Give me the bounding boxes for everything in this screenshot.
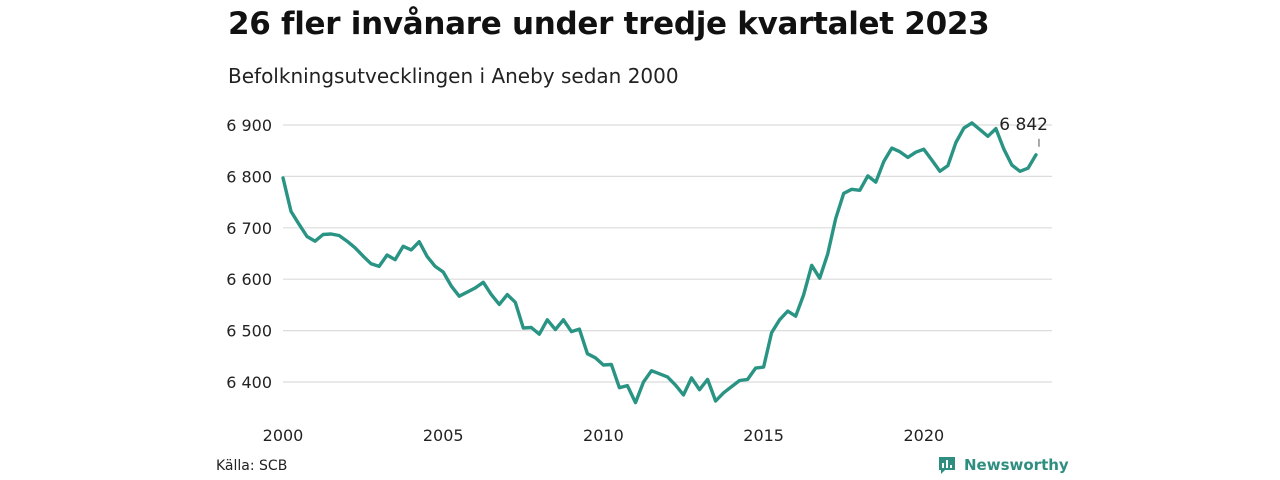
x-tick-label: 2015	[743, 426, 784, 445]
y-tick-label: 6 500	[226, 322, 272, 341]
y-tick-label: 6 600	[226, 270, 272, 289]
x-tick-label: 2020	[903, 426, 944, 445]
y-tick-label: 6 900	[226, 116, 272, 135]
newsworthy-logo-icon	[939, 457, 955, 474]
x-tick-label: 2010	[583, 426, 624, 445]
y-tick-label: 6 700	[226, 219, 272, 238]
source-note: Källa: SCB	[216, 458, 288, 474]
y-axis-labels: 6 400 6 500 6 600 6 700 6 800 6 900	[226, 116, 272, 392]
x-tick-label: 2005	[423, 426, 464, 445]
brand-logo[interactable]: Newsworthy	[937, 455, 1069, 475]
annotations: 6 842	[999, 115, 1048, 147]
annotation-label: 6 842	[999, 115, 1048, 135]
y-tick-label: 6 400	[226, 373, 272, 392]
brand-name: Newsworthy	[964, 456, 1069, 474]
series-line-population	[281, 121, 1038, 405]
y-tick-label: 6 800	[226, 167, 272, 186]
x-tick-label: 2000	[263, 426, 304, 445]
chart-subtitle: Befolkningsutvecklingen i Aneby sedan 20…	[228, 64, 679, 88]
series-layer	[281, 121, 1038, 405]
x-axis-labels: 2000 2005 2010 2015 2020	[263, 426, 945, 445]
grid-lines	[283, 124, 1052, 383]
chart-title: 26 fler invånare under tredje kvartalet …	[228, 6, 990, 42]
